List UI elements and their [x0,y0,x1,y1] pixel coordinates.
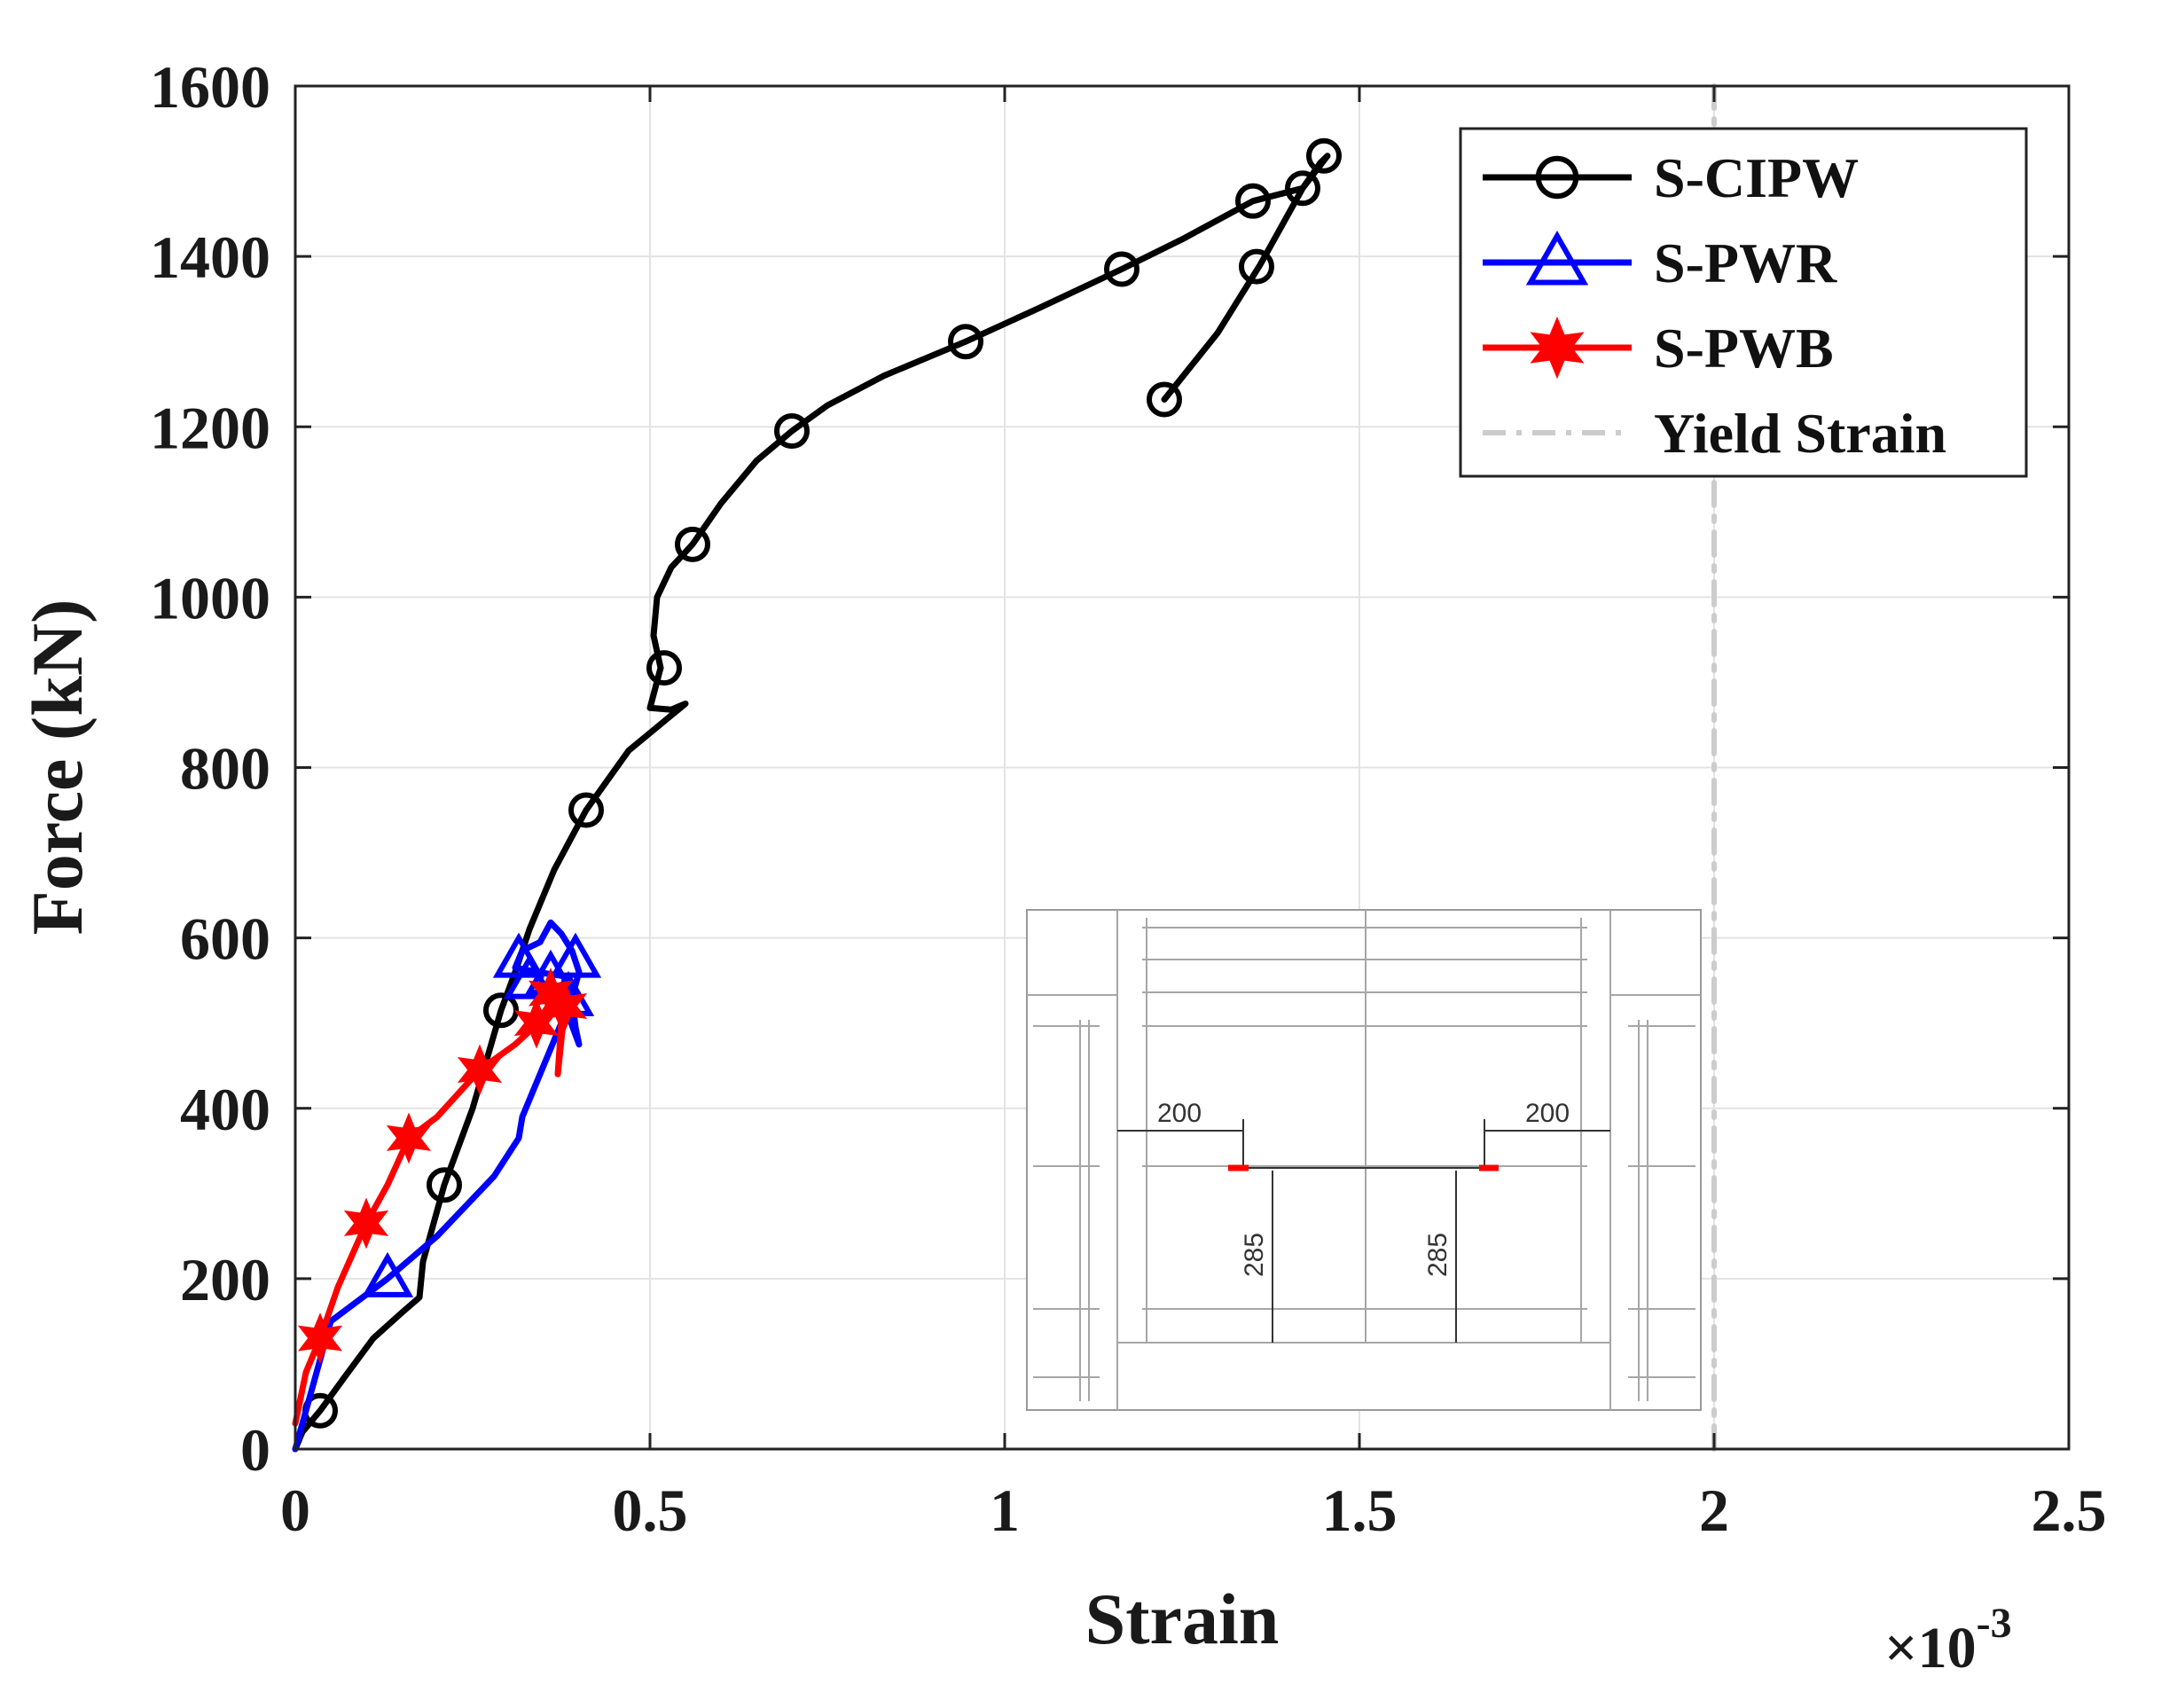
data-point-s-cipw [948,324,983,360]
y-tick-label: 1000 [150,564,270,631]
legend-item-s-cipw: S-CIPW [1483,146,1859,209]
inset-dim-left-width: 200 [1157,1099,1202,1128]
legend-item-s-pwb: S-PWB [1483,316,1834,380]
y-tick-label: 1400 [150,223,270,291]
data-point-s-cipw [774,413,810,450]
data-point-s-pwb [457,1044,503,1096]
data-point-s-cipw [1104,251,1139,287]
y-tick-label: 400 [180,1076,270,1143]
legend-label-s-pwr: S-PWR [1654,231,1837,294]
y-tick-label: 600 [180,905,270,973]
data-point-s-cipw [1306,137,1342,174]
y-tick-label: 1600 [150,53,270,121]
legend-item-s-pwr: S-PWR [1483,230,1837,294]
series-s-pwb [292,968,588,1427]
data-point-s-cipw [1147,381,1182,418]
legend-label-s-cipw: S-CIPW [1654,146,1859,209]
series-layer [292,83,1717,1453]
data-point-s-cipw [1235,183,1271,219]
y-tick-label: 200 [180,1246,270,1313]
legend-item-yield-strain: Yield Strain [1483,402,1946,465]
x-axis-multiplier: ×10-3 [1884,1600,2012,1681]
data-point-s-cipw [427,1167,462,1203]
legend-marker-s-pwb [1530,316,1585,380]
x-tick-label: 1 [990,1477,1020,1544]
series-s-cipw [292,137,1342,1453]
data-point-s-pwb [542,980,588,1032]
cross-section-inset: 200 200 285 285 [1026,909,1702,1411]
legend-box [1459,127,2028,478]
legend-marker-s-pwr [1525,230,1589,286]
data-point-s-pwr [361,1251,414,1297]
legend-label-s-pwb: S-PWB [1654,317,1834,380]
data-point-s-pwr [549,932,602,978]
inset-dim-left-height: 285 [1240,1233,1269,1277]
y-tick-label: 1200 [150,394,270,461]
data-point-s-cipw [646,650,682,686]
x-tick-label: 0.5 [613,1477,688,1544]
legend: S-CIPW S-PWR S-PWB Yield Strain [1459,127,2028,478]
data-point-s-pwb [386,1112,432,1164]
data-point-s-cipw [568,792,604,828]
axis-ticks: 0 0.5 1 1.5 2 2.5 0 200 400 600 800 1000 1200 1400 160… [150,53,2107,1544]
series-line-s-pwb [292,985,568,1427]
data-point-s-cipw [1239,248,1274,285]
legend-marker-s-cipw [1535,155,1579,200]
data-point-s-cipw [1285,170,1320,207]
data-point-s-cipw [483,992,519,1029]
x-axis-title: Strain [1085,1579,1280,1659]
x-tick-label: 1.5 [1322,1477,1398,1544]
data-point-s-pwb [297,1312,343,1365]
y-tick-label: 800 [180,735,270,803]
inset-dim-right-height: 285 [1423,1233,1453,1277]
y-axis-title: Force (kN) [17,599,98,936]
legend-label-yield-strain: Yield Strain [1654,402,1946,465]
inset-dim-right-width: 200 [1525,1099,1570,1128]
x-tick-label: 2 [1699,1477,1729,1544]
x-tick-label: 0 [280,1477,310,1544]
y-tick-label: 0 [240,1416,270,1484]
data-point-s-cipw [675,526,710,562]
x-tick-label: 2.5 [2032,1477,2107,1544]
data-point-s-pwb [343,1197,389,1250]
